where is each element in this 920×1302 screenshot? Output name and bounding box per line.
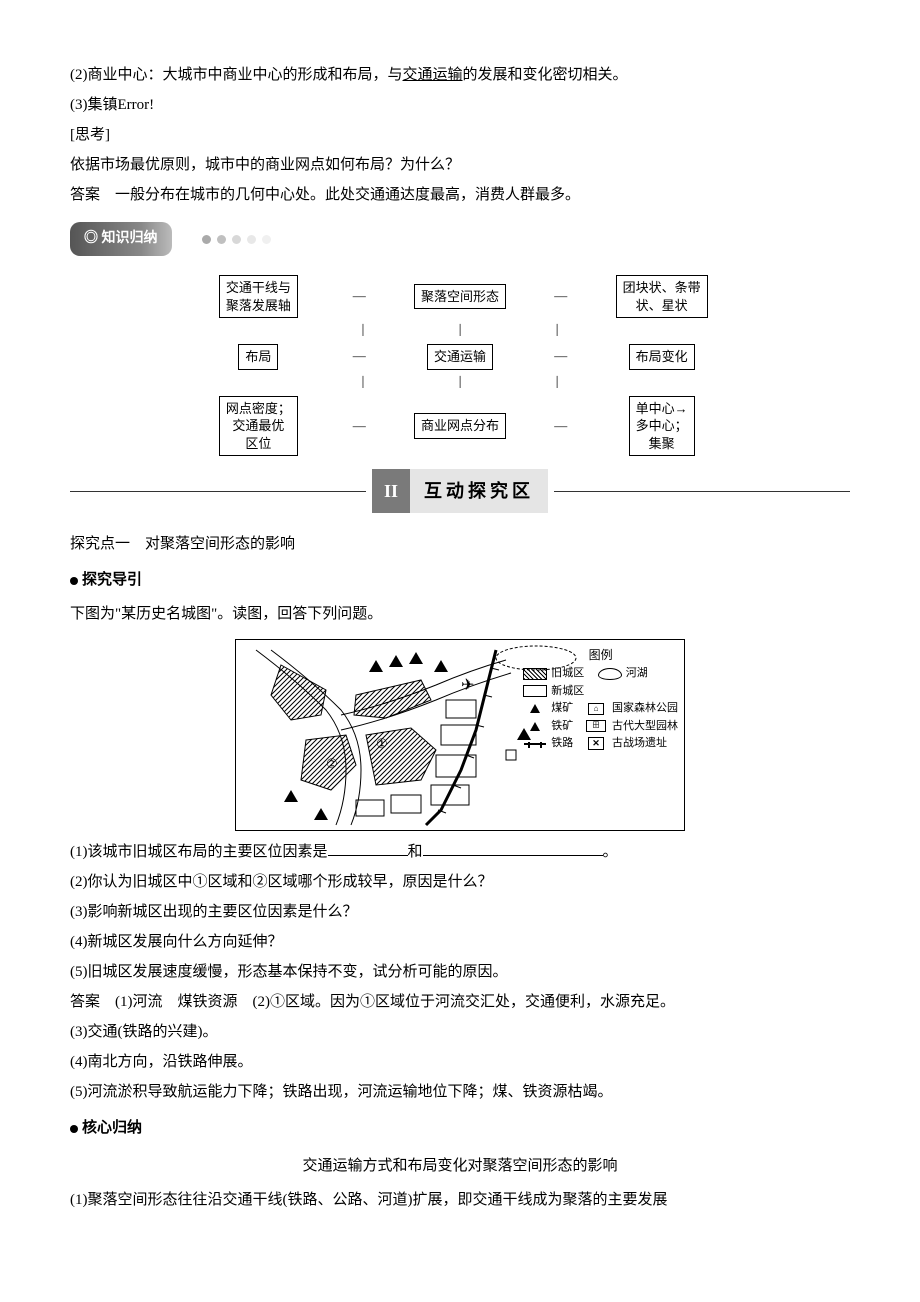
legend-title: 图例 xyxy=(523,646,678,664)
para-2: (2)商业中心：大城市中商业中心的形成和布局，与交通运输的发展和变化密切相关。 xyxy=(70,60,850,90)
iron-icon xyxy=(530,722,540,731)
answer-4: (5)河流淤积导致航运能力下降；铁路出现，河流运输地位下降；煤、铁资源枯竭。 xyxy=(70,1077,850,1107)
answer-3: (4)南北方向，沿铁路伸展。 xyxy=(70,1047,850,1077)
legend-hatch-icon xyxy=(523,668,547,680)
para-3: (3)集镇Error! xyxy=(70,90,850,120)
think-answer: 答案 一般分布在城市的几何中心处。此处交通通达度最高，消费人群最多。 xyxy=(70,180,850,210)
banner-roman: II xyxy=(372,469,410,513)
decorative-dots xyxy=(202,235,271,244)
explore-guide-heading: 探究导引 xyxy=(70,565,850,595)
think-label: [思考] xyxy=(70,120,850,150)
cm-box: 单中心→ 多中心； 集聚 xyxy=(629,396,695,457)
explore-point-1: 探究点一 对聚落空间形态的影响 xyxy=(70,529,850,559)
cm-box: 团块状、条带 状、星状 xyxy=(616,275,708,318)
question-4: (4)新城区发展向什么方向延伸？ xyxy=(70,927,850,957)
coal-icon xyxy=(530,704,540,713)
knowledge-summary-label: ◎ 知识归纳 xyxy=(70,222,172,256)
core-summary-heading: 核心归纳 xyxy=(70,1113,850,1143)
park-icon: ⌂ xyxy=(588,703,604,715)
svg-text:②: ② xyxy=(326,756,338,771)
core-summary-title: 交通运输方式和布局变化对聚落空间形态的影响 xyxy=(70,1151,850,1181)
cm-box: 布局 xyxy=(238,344,278,370)
think-question: 依据市场最优原则，城市中的商业网点如何布局？为什么？ xyxy=(70,150,850,180)
cm-box: 交通运输 xyxy=(427,344,493,370)
core-summary-p1: (1)聚落空间形态往往沿交通干线(铁路、公路、河道)扩展，即交通干线成为聚落的主… xyxy=(70,1185,850,1215)
cm-box: 网点密度； 交通最优 区位 xyxy=(219,396,298,457)
answer-2: (3)交通(铁路的兴建)。 xyxy=(70,1017,850,1047)
banner-label: 互动探究区 xyxy=(410,469,548,513)
bullet-icon xyxy=(70,1125,78,1133)
lake-icon xyxy=(598,668,622,680)
cm-box: 商业网点分布 xyxy=(414,413,506,439)
cm-box: 布局变化 xyxy=(629,344,695,370)
underline-transport: 交通运输 xyxy=(403,67,463,83)
legend-rect-icon xyxy=(523,685,547,697)
blank-field xyxy=(328,855,408,856)
historic-city-map: ① ② ✈ 图例 旧城区 河湖 新城区 煤矿 ⌂国家森林公园 xyxy=(235,639,685,831)
answer-1: 答案 (1)河流 煤铁资源 (2)①区域。因为①区域位于河流交汇处，交通便利，水… xyxy=(70,987,850,1017)
garden-icon: 田 xyxy=(586,720,606,732)
question-5: (5)旧城区发展速度缓慢，形态基本保持不变，试分析可能的原因。 xyxy=(70,957,850,987)
question-3: (3)影响新城区出现的主要区位因素是什么？ xyxy=(70,897,850,927)
explore-intro: 下图为"某历史名城图"。读图，回答下列问题。 xyxy=(70,599,850,629)
rail-icon xyxy=(524,743,546,745)
knowledge-summary-header: ◎ 知识归纳 xyxy=(70,222,850,256)
question-2: (2)你认为旧城区中①区域和②区域哪个形成较早，原因是什么？ xyxy=(70,867,850,897)
map-legend: 图例 旧城区 河湖 新城区 煤矿 ⌂国家森林公园 铁矿 田古代大型园林 铁路 ✕… xyxy=(523,646,678,753)
svg-text:✈: ✈ xyxy=(461,677,474,694)
cm-box: 交通干线与 聚落发展轴 xyxy=(219,275,298,318)
question-1: (1)该城市旧城区布局的主要区位因素是和。 xyxy=(70,837,850,867)
cm-box: 聚落空间形态 xyxy=(414,284,506,310)
svg-text:①: ① xyxy=(376,736,388,751)
blank-field xyxy=(423,855,603,856)
section-banner: II 互动探究区 xyxy=(70,469,850,513)
bullet-icon xyxy=(70,577,78,585)
concept-map: 交通干线与 聚落发展轴 — 聚落空间形态 — 团块状、条带 状、星状 │ │ │… xyxy=(180,268,740,463)
battle-icon: ✕ xyxy=(588,737,604,750)
